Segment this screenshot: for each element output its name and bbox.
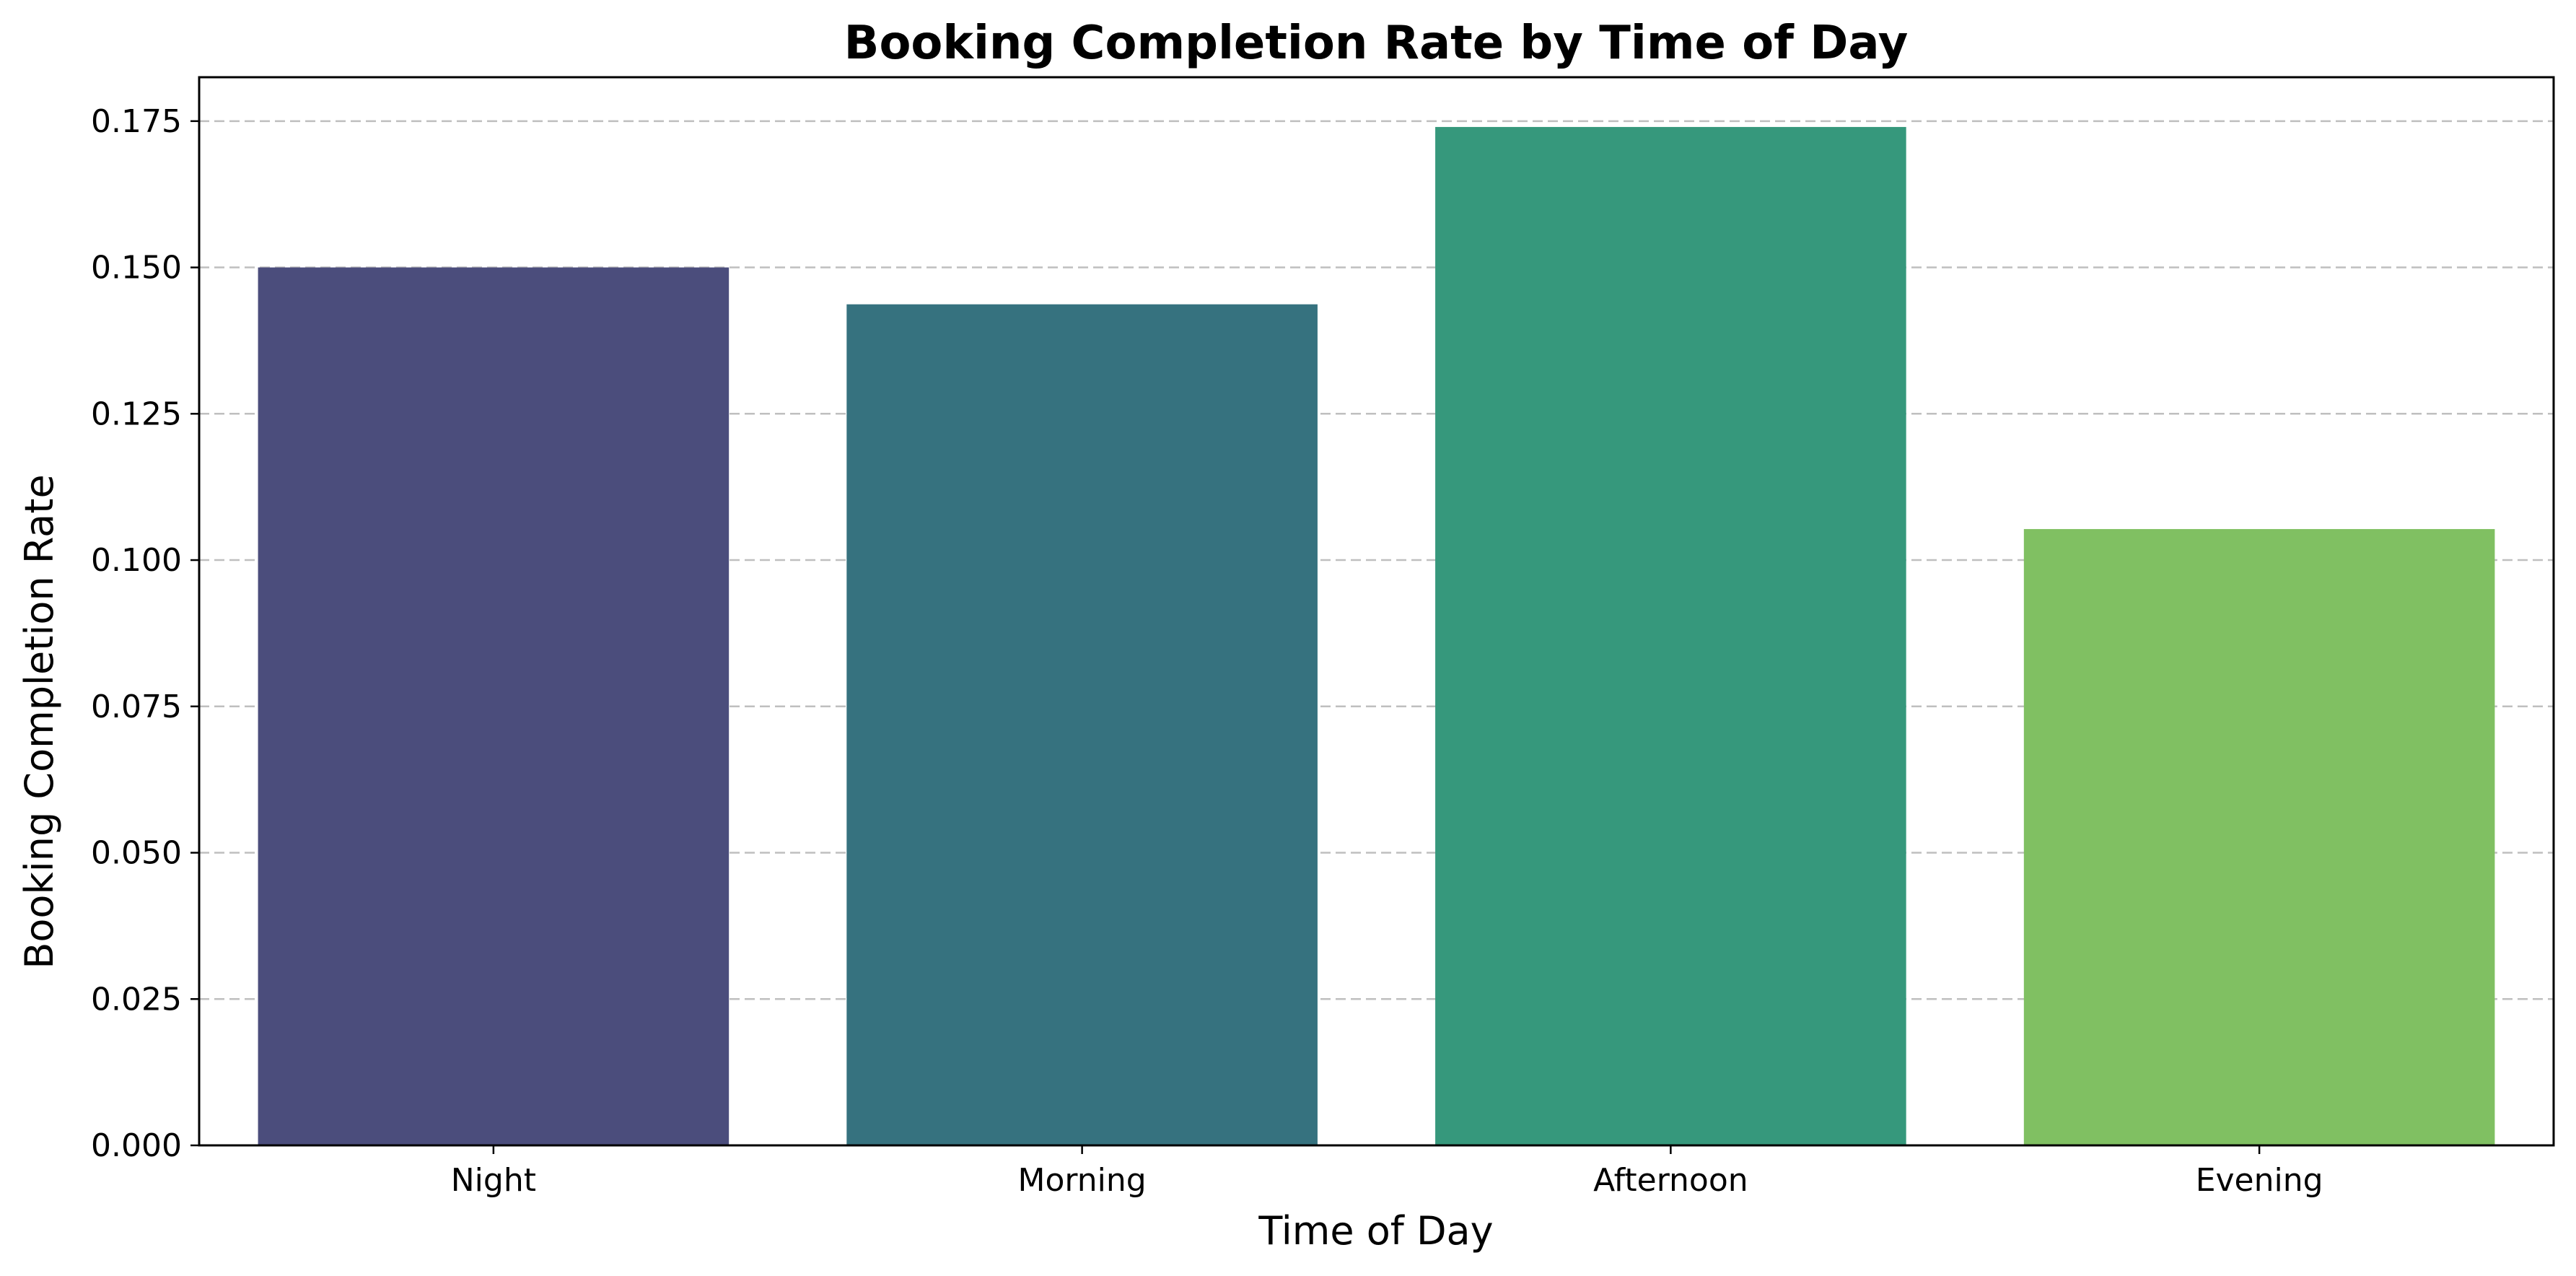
y-tick-label: 0.150	[91, 250, 182, 287]
plot-frame	[198, 76, 2555, 1147]
x-tick-label-night: Night	[451, 1162, 536, 1199]
bar-evening	[2023, 529, 2495, 1145]
x-tick-label-morning: Morning	[1018, 1162, 1147, 1199]
y-tick-label: 0.100	[91, 542, 182, 579]
bar-afternoon	[1435, 126, 1906, 1145]
y-tick-label: 0.025	[91, 981, 182, 1018]
y-tick-label: 0.050	[91, 835, 182, 872]
y-tick-label: 0.000	[91, 1127, 182, 1164]
y-tick-label: 0.125	[91, 396, 182, 432]
bar-morning	[846, 304, 1318, 1145]
y-tick-label: 0.075	[91, 689, 182, 725]
x-tick-label-evening: Evening	[2196, 1162, 2323, 1199]
x-axis: Night Morning Afternoon Evening	[451, 1145, 2323, 1199]
bar-night	[258, 267, 730, 1145]
chart-title: Booking Completion Rate by Time of Day	[844, 17, 1909, 70]
x-axis-label: Time of Day	[1258, 1208, 1493, 1254]
x-tick-label-afternoon: Afternoon	[1593, 1162, 1748, 1199]
y-axis: 0.000 0.025 0.050 0.075 0.100 0.125 0.150 0.175	[91, 103, 199, 1164]
bars-layer	[258, 126, 2495, 1145]
y-axis-label: Booking Completion Rate	[17, 474, 62, 969]
y-tick-label: 0.175	[91, 103, 182, 140]
